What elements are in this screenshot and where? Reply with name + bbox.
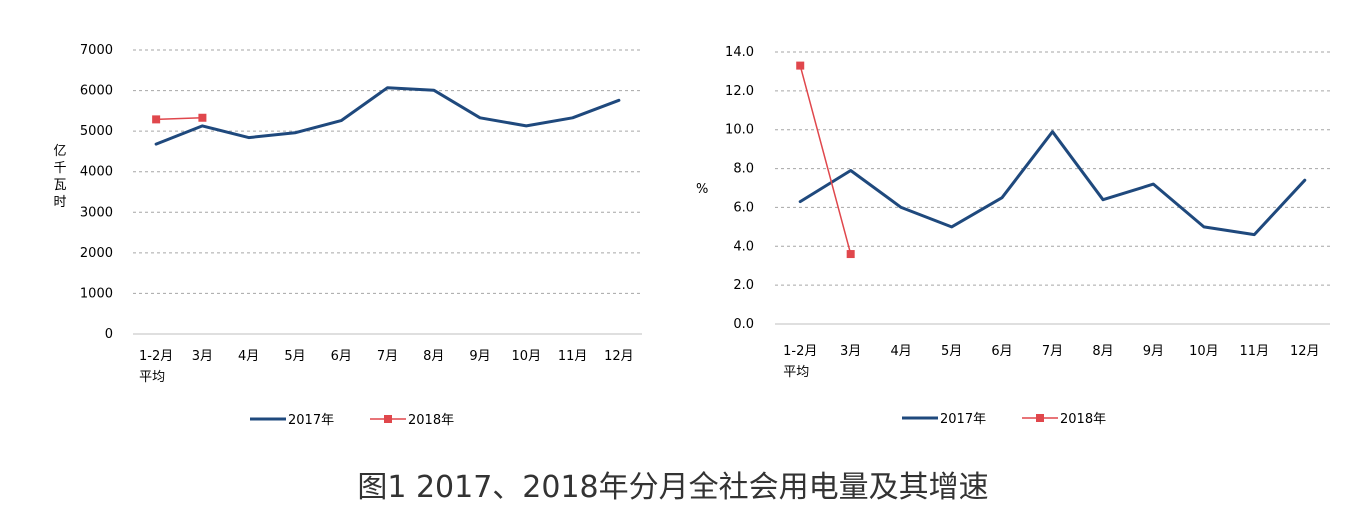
y-tick-label: 6.0 xyxy=(733,200,754,215)
x-tick-label: 9月 xyxy=(469,349,490,364)
data-point-marker xyxy=(198,113,207,122)
x-tick-label: 10月 xyxy=(512,349,542,364)
data-point-marker xyxy=(152,115,161,124)
x-tick-label: 11月 xyxy=(558,349,588,364)
y-tick-label: 6000 xyxy=(80,84,113,99)
y-axis-label-char: 亿 xyxy=(53,144,66,159)
x-tick-label: 5月 xyxy=(284,349,305,364)
y-tick-label: 1000 xyxy=(80,286,113,301)
y-tick-label: 8.0 xyxy=(733,162,754,177)
legend-label-2: 2018年 xyxy=(1060,412,1106,427)
x-tick-label: 4月 xyxy=(238,349,259,364)
y-tick-label: 4.0 xyxy=(733,239,754,254)
x-tick-label: 6月 xyxy=(991,344,1012,359)
data-point-marker xyxy=(846,250,855,259)
series-line-2 xyxy=(799,64,852,255)
x-tick-label: 1-2月 xyxy=(139,349,173,364)
y-tick-label: 4000 xyxy=(80,165,113,180)
y-tick-label: 2000 xyxy=(80,246,113,261)
legend-label-2: 2018年 xyxy=(408,413,454,428)
x-tick-label: 5月 xyxy=(941,344,962,359)
x-tick-label: 3月 xyxy=(840,344,861,359)
y-axis-label-char: 时 xyxy=(53,195,66,210)
y-axis-label-char: 瓦 xyxy=(53,178,66,193)
legend-label-1: 2017年 xyxy=(288,413,334,428)
series-line-1 xyxy=(798,130,1307,237)
x-tick-label: 9月 xyxy=(1143,344,1164,359)
data-point-marker xyxy=(796,61,805,70)
x-tick-label: 8月 xyxy=(423,349,444,364)
legend-marker xyxy=(1036,414,1044,422)
x-tick-label: 1-2月 xyxy=(783,344,817,359)
series-line-2 xyxy=(155,117,204,121)
x-tick-label: 7月 xyxy=(377,349,398,364)
x-tick-label: 平均 xyxy=(783,365,809,380)
y-axis-label-char: 千 xyxy=(53,161,66,176)
y-tick-label: 2.0 xyxy=(733,278,754,293)
x-tick-label: 3月 xyxy=(192,349,213,364)
y-tick-label: 0.0 xyxy=(733,317,754,332)
x-tick-label: 4月 xyxy=(890,344,911,359)
y-axis-label: % xyxy=(696,182,708,197)
legend-marker xyxy=(384,415,392,423)
figure-caption: 图1 2017、2018年分月全社会用电量及其增速 xyxy=(357,470,989,505)
x-tick-label: 平均 xyxy=(139,370,165,385)
y-tick-label: 10.0 xyxy=(725,123,754,138)
y-tick-label: 7000 xyxy=(80,43,113,58)
y-tick-label: 0 xyxy=(105,327,113,342)
x-tick-label: 10月 xyxy=(1189,344,1219,359)
x-tick-label: 12月 xyxy=(1290,344,1320,359)
y-tick-label: 14.0 xyxy=(725,45,754,60)
x-tick-label: 7月 xyxy=(1042,344,1063,359)
series-line-1 xyxy=(154,86,621,146)
x-tick-label: 12月 xyxy=(604,349,634,364)
x-tick-label: 8月 xyxy=(1092,344,1113,359)
y-tick-label: 3000 xyxy=(80,205,113,220)
y-tick-label: 5000 xyxy=(80,124,113,139)
x-tick-label: 11月 xyxy=(1240,344,1270,359)
legend-label-1: 2017年 xyxy=(940,412,986,427)
y-tick-label: 12.0 xyxy=(725,84,754,99)
x-tick-label: 6月 xyxy=(331,349,352,364)
